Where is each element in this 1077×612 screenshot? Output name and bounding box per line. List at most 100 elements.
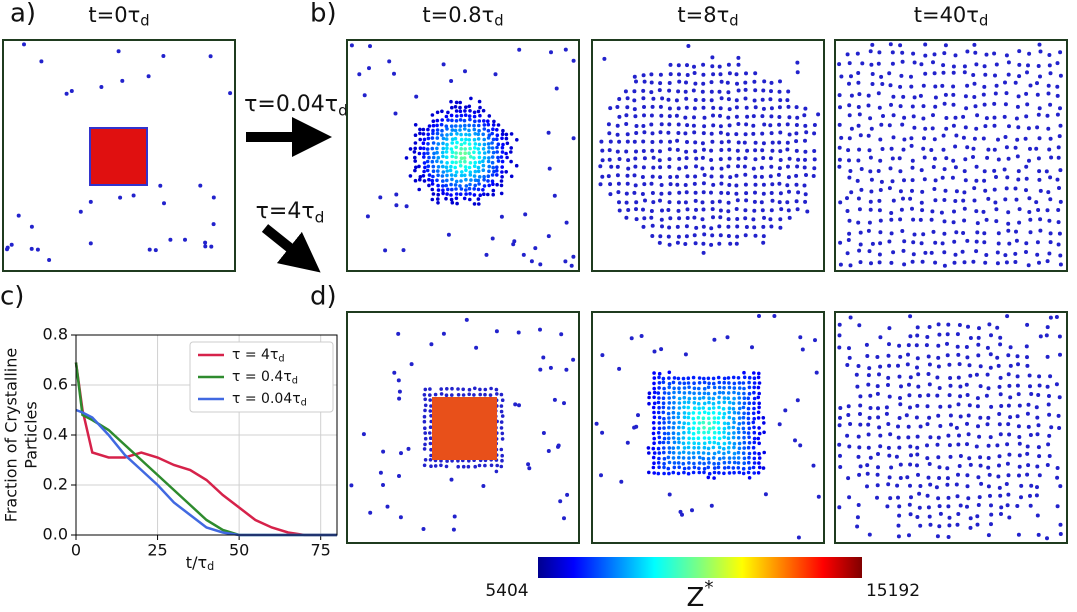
particle (1058, 352, 1062, 357)
particle (712, 440, 717, 445)
particle (946, 433, 951, 438)
particle (617, 139, 622, 144)
particle (649, 72, 654, 77)
particle (983, 72, 988, 77)
particle (878, 137, 883, 142)
particle (717, 89, 722, 94)
particle (727, 415, 732, 420)
particle (930, 209, 935, 214)
particle (743, 208, 748, 213)
particle (998, 375, 1003, 380)
particle (992, 51, 997, 56)
particle (1003, 197, 1008, 202)
particle (935, 375, 940, 380)
particle (965, 49, 970, 54)
particle (920, 259, 925, 264)
particle (951, 220, 956, 225)
particle (450, 141, 455, 145)
particle (445, 133, 449, 137)
particle (677, 396, 682, 401)
particle (495, 150, 500, 154)
particle (1028, 503, 1033, 508)
particle (982, 169, 987, 174)
particle (915, 463, 919, 468)
particle (476, 165, 481, 170)
particle (632, 139, 637, 144)
particle (732, 456, 736, 460)
particle (701, 406, 706, 410)
particle (988, 493, 992, 498)
particle (908, 483, 912, 488)
particle (445, 169, 450, 173)
particle (725, 335, 730, 340)
particle (702, 470, 706, 475)
particle (912, 95, 917, 100)
particle (855, 515, 860, 520)
particle (919, 200, 924, 205)
particle (923, 250, 928, 255)
particle (458, 164, 463, 168)
particle (472, 110, 477, 115)
particle (762, 122, 767, 127)
particle (499, 404, 504, 408)
particle (482, 156, 487, 160)
particle (702, 391, 707, 396)
particle (762, 79, 767, 84)
particle (742, 446, 746, 450)
particle (651, 421, 656, 425)
particle (504, 151, 508, 156)
particle (1037, 177, 1042, 182)
particle (786, 164, 790, 169)
particle (1025, 322, 1030, 327)
particle (624, 122, 629, 126)
particle (1055, 84, 1060, 89)
particle (795, 70, 800, 75)
particle (947, 362, 952, 367)
particle (495, 463, 500, 468)
particle (426, 127, 430, 132)
particle (662, 450, 666, 455)
particle (146, 74, 151, 79)
particle (423, 431, 428, 435)
particle (953, 199, 958, 203)
particle (761, 466, 766, 470)
particle (1013, 145, 1018, 150)
particle (722, 376, 727, 381)
particle (1013, 260, 1018, 264)
particle (387, 59, 392, 64)
particle (857, 207, 862, 212)
legend-label-part: d (278, 354, 284, 365)
particle (777, 140, 782, 145)
particle (676, 415, 681, 420)
particle (491, 165, 496, 170)
particle (397, 389, 402, 394)
particle (512, 239, 517, 244)
arrow-label: τ=0.04τd (244, 92, 348, 119)
particle (712, 466, 717, 470)
particle (742, 164, 747, 169)
particle (472, 202, 477, 206)
particle (858, 230, 863, 235)
particle (761, 156, 766, 160)
particle (427, 124, 432, 128)
particle (445, 146, 449, 150)
particle (701, 131, 706, 136)
particle (211, 195, 216, 200)
particle (858, 464, 863, 469)
particle (500, 159, 505, 164)
particle (1019, 483, 1024, 488)
particle (1047, 454, 1052, 458)
particle (662, 426, 666, 430)
time-label-part: t=0.8τ (422, 3, 494, 27)
particle (1005, 442, 1010, 447)
particle (722, 471, 726, 476)
particle (641, 224, 646, 229)
particle (1023, 136, 1028, 141)
particle (909, 453, 913, 458)
particle (931, 113, 935, 118)
particle (712, 470, 717, 475)
particle (954, 230, 959, 235)
particle (743, 156, 748, 161)
particle (456, 387, 460, 391)
particle (458, 118, 463, 122)
